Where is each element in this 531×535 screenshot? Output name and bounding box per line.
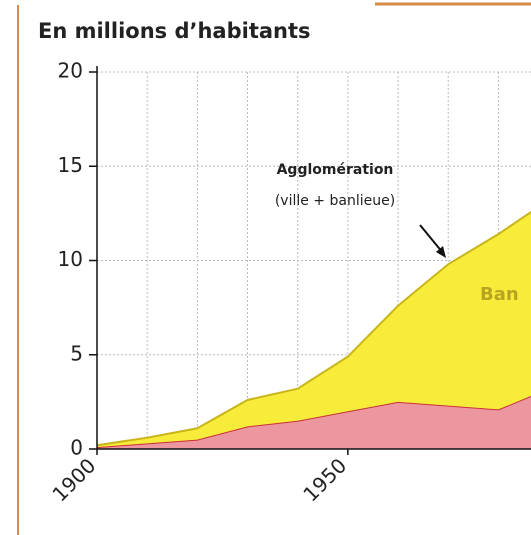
y-tick-label: 10 (58, 247, 83, 271)
y-tick-label: 5 (70, 341, 83, 365)
chart-title: En millions d’habitants (38, 19, 311, 43)
annotation: Agglomération (277, 162, 394, 178)
area (97, 395, 531, 449)
area-outline (97, 210, 531, 447)
area (97, 212, 531, 448)
annotation: (ville + banlieue) (275, 193, 395, 209)
x-tick-label: 1950 (298, 453, 351, 506)
annotation-arrowhead (436, 246, 446, 258)
annotation-arrow (419, 224, 444, 254)
y-tick-label: 15 (58, 153, 83, 177)
annotation: Ban (480, 284, 519, 305)
x-tick-label: 1900 (47, 453, 100, 506)
y-tick-label: 0 (70, 436, 83, 460)
y-tick-label: 20 (58, 59, 83, 83)
